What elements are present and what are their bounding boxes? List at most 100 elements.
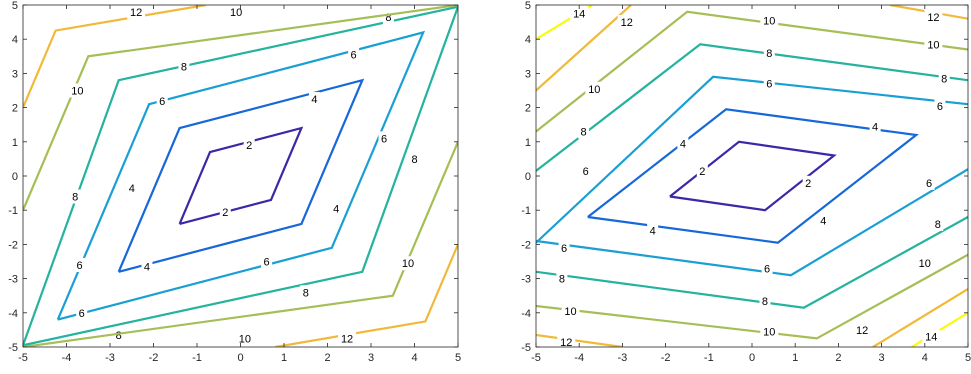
contour-label-bg-10 xyxy=(398,256,417,271)
y-tick-label: 4 xyxy=(525,34,531,46)
contour-label-bg-12 xyxy=(853,322,872,337)
contour-line-2 xyxy=(178,126,304,225)
contour-label-4: 4 xyxy=(333,203,339,215)
contour-label-8: 8 xyxy=(766,48,772,60)
x-tick-label: 3 xyxy=(879,352,885,364)
contour-line-2 xyxy=(669,140,837,212)
contour-label-bg-6 xyxy=(74,257,86,272)
contour-label-bg-4 xyxy=(677,136,689,151)
x-tick-label: 4 xyxy=(411,352,417,364)
y-tick-label: -4 xyxy=(521,308,531,320)
contour-line-10-seg1 xyxy=(23,5,458,211)
contour-label-bg-12 xyxy=(617,15,636,30)
contour-label-bg-8 xyxy=(932,216,944,231)
contour-label-bg-10 xyxy=(561,304,580,319)
y-tick-label: -1 xyxy=(521,205,531,217)
contour-label-bg-6 xyxy=(763,76,775,91)
x-tick-label: -3 xyxy=(618,352,628,364)
y-tick-label: 0 xyxy=(12,171,18,183)
contour-label-bg-10 xyxy=(760,324,779,339)
contour-label-bg-4 xyxy=(126,180,138,195)
contour-label-2: 2 xyxy=(222,207,228,219)
x-tick-label: -4 xyxy=(574,352,584,364)
x-tick-label: 1 xyxy=(792,352,798,364)
x-tick-label: -3 xyxy=(105,352,115,364)
contour-label-bg-8 xyxy=(759,293,771,308)
contour-label-bg-8 xyxy=(382,9,394,24)
y-tick-label: 2 xyxy=(525,103,531,115)
x-tick-label: 2 xyxy=(835,352,841,364)
contour-label-bg-10 xyxy=(68,83,87,98)
x-tick-label: -5 xyxy=(18,352,28,364)
y-tick-label: -1 xyxy=(8,205,18,217)
contour-label-bg-4 xyxy=(308,92,320,107)
contour-label-bg-6 xyxy=(923,175,935,190)
contour-label-bg-6 xyxy=(580,163,592,178)
contour-label-6: 6 xyxy=(561,243,567,255)
contour-label-bg-2 xyxy=(243,138,255,153)
contour-label-10: 10 xyxy=(588,84,600,96)
y-tick-label: -3 xyxy=(8,274,18,286)
contour-line-6-seg1 xyxy=(536,75,968,244)
contour-label-6: 6 xyxy=(937,101,943,113)
x-tick-label: -5 xyxy=(531,352,541,364)
contour-label-6: 6 xyxy=(583,166,589,178)
y-tick-label: 3 xyxy=(525,68,531,80)
contour-label-bg-10 xyxy=(760,13,779,28)
contour-label-8: 8 xyxy=(385,12,391,24)
y-tick-label: 1 xyxy=(12,137,18,149)
contour-line-8-seg2 xyxy=(536,216,968,309)
contour-label-4: 4 xyxy=(680,139,686,151)
contour-label-10: 10 xyxy=(763,327,775,339)
contour-label-bg-6 xyxy=(348,47,360,62)
contour-label-8: 8 xyxy=(559,274,565,286)
y-tick-label: 1 xyxy=(525,137,531,149)
contour-line-12-seg1 xyxy=(536,5,632,92)
contour-label-8: 8 xyxy=(411,154,417,166)
x-tick-label: 4 xyxy=(922,352,928,364)
contour-label-bg-6 xyxy=(378,131,390,146)
contour-label-8: 8 xyxy=(935,219,941,231)
contour-label-bg-6 xyxy=(934,98,946,113)
x-tick-label: 0 xyxy=(749,352,755,364)
plot-area xyxy=(23,5,458,347)
contour-label-bg-10 xyxy=(235,331,254,346)
contour-label-bg-8 xyxy=(578,124,590,139)
x-tick-label: -2 xyxy=(661,352,671,364)
contour-label-bg-4 xyxy=(869,119,881,134)
contour-label-10: 10 xyxy=(71,86,83,98)
y-tick-label: -4 xyxy=(8,308,18,320)
contour-line-6-seg2 xyxy=(536,168,968,277)
contour-label-10: 10 xyxy=(564,306,576,318)
contour-label-2: 2 xyxy=(805,178,811,190)
contour-label-4: 4 xyxy=(311,94,317,106)
contour-label-bg-8 xyxy=(763,45,775,60)
y-tick-label: -5 xyxy=(521,342,531,354)
contour-line-12-seg4 xyxy=(536,333,623,347)
contour-label-4: 4 xyxy=(872,121,878,133)
contour-label-bg-8 xyxy=(556,271,568,286)
contour-label-bg-2 xyxy=(802,175,814,190)
contour-line-8 xyxy=(23,5,458,347)
x-tick-label: -1 xyxy=(704,352,714,364)
contour-label-bg-6 xyxy=(156,93,168,108)
contour-label-6: 6 xyxy=(159,96,165,108)
contour-label-bg-12 xyxy=(557,334,576,347)
contour-label-bg-10 xyxy=(585,81,604,96)
x-tick-label: 2 xyxy=(324,352,330,364)
contour-line-8-seg1 xyxy=(536,43,968,172)
contour-label-2: 2 xyxy=(699,166,705,178)
y-tick-label: -2 xyxy=(8,239,18,251)
contour-label-10: 10 xyxy=(239,333,251,345)
contour-label-6: 6 xyxy=(764,263,770,275)
contour-label-bg-8 xyxy=(178,59,190,74)
contour-line-6 xyxy=(56,30,426,321)
contour-label-12: 12 xyxy=(560,337,572,349)
contour-label-12: 12 xyxy=(856,325,868,337)
contour-label-12: 12 xyxy=(927,12,939,24)
contour-label-bg-8 xyxy=(113,328,125,343)
contour-label-bg-10 xyxy=(924,37,943,52)
contour-line-12-seg3 xyxy=(872,287,968,347)
contour-label-10: 10 xyxy=(230,7,242,19)
